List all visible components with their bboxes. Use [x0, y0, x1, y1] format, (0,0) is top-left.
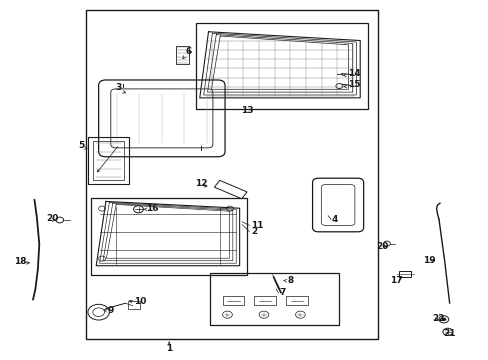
- Text: 5: 5: [78, 141, 84, 150]
- Text: 1: 1: [165, 345, 172, 354]
- Text: 9: 9: [107, 306, 114, 315]
- Text: 2: 2: [250, 227, 257, 236]
- Bar: [222, 296, 244, 305]
- Bar: [93, 141, 124, 180]
- Text: 3: 3: [116, 83, 122, 92]
- Bar: [214, 180, 246, 199]
- Text: 12: 12: [195, 179, 207, 188]
- Text: 4: 4: [331, 215, 338, 224]
- Bar: [88, 137, 129, 184]
- Text: 13: 13: [240, 106, 253, 115]
- Bar: [254, 296, 276, 305]
- Text: 14: 14: [347, 69, 360, 78]
- Text: 22: 22: [431, 314, 444, 323]
- Text: 6: 6: [185, 47, 191, 56]
- Bar: [91, 198, 246, 275]
- Circle shape: [441, 318, 446, 321]
- Text: 7: 7: [279, 288, 285, 297]
- Text: 20: 20: [46, 214, 59, 223]
- Bar: [398, 271, 410, 277]
- Bar: [285, 296, 307, 305]
- Bar: [196, 23, 368, 109]
- Bar: [176, 46, 188, 64]
- Bar: [210, 273, 339, 325]
- Text: 20: 20: [375, 242, 387, 251]
- Text: 10: 10: [133, 297, 146, 306]
- Text: 8: 8: [287, 275, 293, 284]
- Text: 19: 19: [423, 256, 435, 265]
- Bar: [127, 301, 140, 309]
- Bar: [86, 10, 377, 339]
- Text: 18: 18: [14, 257, 26, 266]
- Text: 15: 15: [347, 80, 359, 89]
- Text: 17: 17: [389, 276, 402, 285]
- Text: 21: 21: [442, 329, 454, 338]
- Text: 16: 16: [146, 204, 159, 213]
- Text: 11: 11: [250, 221, 263, 230]
